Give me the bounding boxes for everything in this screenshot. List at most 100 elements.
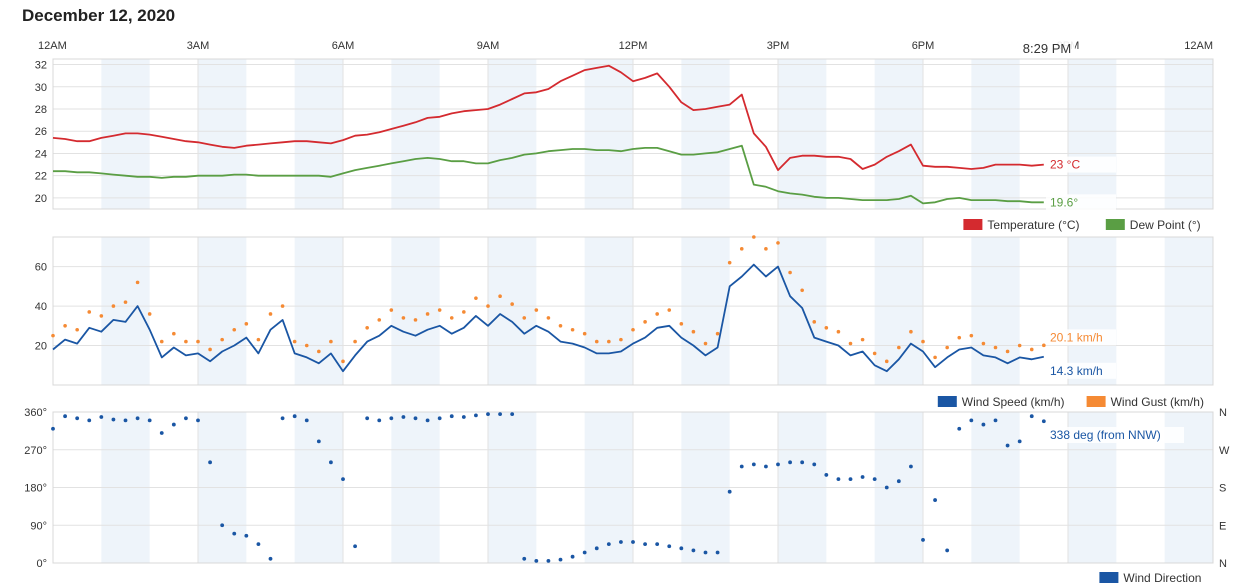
direction-point: [691, 548, 696, 553]
y-tick-label: 60: [35, 262, 47, 274]
y-tick-label: 32: [35, 60, 47, 72]
direction-point: [147, 418, 152, 423]
current-value-label: 14.3 km/h: [1050, 364, 1103, 378]
direction-point: [643, 542, 647, 547]
hour-band: [488, 237, 537, 385]
direction-point: [727, 489, 732, 494]
current-value-background: [1046, 427, 1184, 443]
gust-point: [897, 345, 901, 350]
current-value-label: 338 deg (from NNW): [1050, 428, 1161, 442]
gust-point: [401, 316, 406, 320]
direction-point: [196, 418, 200, 423]
gust-point: [715, 331, 720, 336]
direction-point: [449, 414, 454, 419]
current-value-background: [1046, 329, 1116, 346]
gust-point: [739, 247, 744, 251]
direction-point: [945, 548, 950, 553]
legend-swatch: [937, 396, 957, 407]
y-tick-label: 90°: [30, 520, 47, 532]
time-cursor[interactable]: 8:29 PM: [1020, 40, 1075, 56]
gust-point: [232, 327, 237, 332]
gust-point: [607, 339, 611, 344]
panel-frame: [52, 58, 1214, 210]
gust-point: [51, 333, 55, 338]
gust-point: [957, 335, 962, 340]
gust-point: [99, 314, 104, 318]
direction-point: [123, 418, 128, 423]
gust-point: [981, 341, 986, 346]
direction-point: [848, 477, 853, 482]
direction-point: [558, 557, 563, 562]
direction-point: [764, 464, 768, 469]
y-tick-label: 0°: [36, 558, 47, 570]
direction-point: [957, 426, 962, 431]
current-value-label: 23 °C: [1050, 158, 1080, 172]
gust-point: [824, 325, 829, 330]
direction-point: [570, 554, 575, 559]
time-tick-label: 3PM: [767, 40, 790, 52]
gust-point: [256, 337, 261, 342]
gust-point: [594, 339, 599, 344]
gust-point: [691, 329, 696, 334]
gust-point: [582, 331, 587, 336]
current-value-background: [1046, 194, 1116, 211]
direction-point: [184, 416, 188, 421]
gust-point: [884, 359, 889, 364]
gust-point: [268, 312, 273, 316]
gust-point: [872, 351, 877, 356]
gust-point: [135, 280, 140, 285]
y-tick-label: 20: [35, 341, 47, 353]
direction-point: [1029, 414, 1034, 419]
direction-point: [909, 464, 913, 469]
direction-point: [582, 550, 587, 555]
y-tick-label: 26: [35, 126, 47, 138]
direction-point: [606, 542, 611, 547]
time-tick-label: 12AM: [1184, 40, 1213, 52]
hour-band: [971, 237, 1020, 385]
direction-point: [981, 422, 986, 427]
direction-point: [800, 460, 805, 465]
y-tick-label: 20: [35, 193, 47, 205]
direction-point: [159, 431, 164, 435]
hour-band: [681, 59, 730, 209]
panel-frame: [52, 236, 1214, 386]
wind-direction-panel: 0° 90° 180° 270° 360° N W S E N 338 deg (from NNW)…: [24, 407, 1230, 585]
compass-label: S: [1219, 483, 1226, 495]
hour-band: [101, 237, 150, 385]
hour-band: [1164, 237, 1213, 385]
gust-point: [570, 327, 575, 332]
gust-point: [643, 320, 647, 324]
direction-point: [401, 415, 406, 419]
direction-point: [353, 544, 357, 549]
hour-band: [1068, 237, 1117, 385]
gust-point: [208, 347, 212, 352]
series-line: [53, 144, 1044, 205]
direction-point: [872, 477, 877, 482]
gust-point: [945, 345, 949, 350]
direction-point: [788, 460, 792, 465]
y-tick-label: 24: [35, 148, 47, 160]
gust-point: [196, 339, 200, 344]
gust-point: [1042, 343, 1046, 348]
gust-point: [788, 270, 792, 275]
gust-point: [727, 260, 732, 265]
direction-point: [619, 540, 623, 544]
legend-swatch: [1086, 396, 1106, 407]
gust-point: [1017, 343, 1022, 348]
hour-band: [488, 59, 537, 209]
legend-swatch: [963, 219, 983, 230]
time-tick-label: 6AM: [332, 40, 355, 52]
hour-band: [584, 237, 633, 385]
compass-label: W: [1219, 445, 1230, 457]
time-tick-label: 12AM: [38, 40, 67, 52]
gust-point: [522, 316, 527, 320]
gust-point: [87, 310, 92, 314]
direction-point: [679, 546, 684, 551]
direction-point: [316, 439, 321, 444]
gust-point: [752, 235, 756, 239]
gust-point: [474, 296, 478, 300]
wind-panel: 20 40 60 14.3 km/h 20.1 km/h Wind Gust (km/h)…: [35, 235, 1214, 409]
direction-point: [824, 473, 829, 477]
legend-swatch: [1099, 572, 1119, 583]
